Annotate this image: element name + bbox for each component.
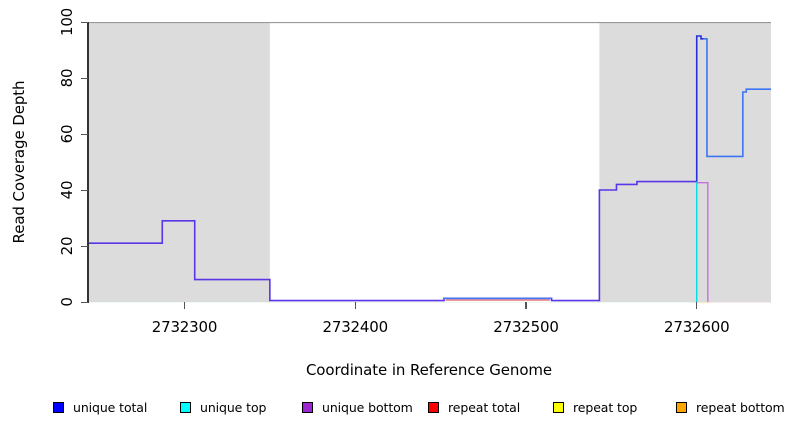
legend-item-unique-top: unique top [180, 398, 266, 416]
masked-region-left [88, 22, 270, 302]
y-axis-line [87, 22, 89, 303]
legend-label: repeat total [448, 399, 521, 415]
repeat-top-swatch-icon [553, 401, 564, 413]
y-tick-mark [81, 189, 88, 191]
y-tick-label: 0 [58, 297, 76, 307]
legend-label: unique total [73, 399, 148, 415]
unique-top-swatch-icon [180, 401, 191, 413]
x-tick-label: 2732500 [493, 318, 559, 336]
y-tick-mark [81, 301, 88, 303]
series-unique-total-spike [695, 35, 704, 182]
unique-total-swatch-icon [53, 401, 64, 413]
masked-region-right [599, 22, 771, 302]
x-tick-mark [525, 302, 527, 309]
legend-item-unique-total: unique total [53, 398, 147, 416]
legend-item-repeat-bottom: repeat bottom [676, 398, 785, 416]
unique-bottom-swatch-icon [302, 401, 313, 413]
series-unique-total-right [703, 37, 771, 158]
x-axis-title: Coordinate in Reference Genome [305, 361, 553, 379]
x-tick-label: 2732400 [322, 318, 389, 336]
y-tick-label: 60 [58, 124, 76, 144]
y-axis-title: Read Coverage Depth [10, 80, 28, 244]
legend-item-repeat-total: repeat total [428, 398, 520, 416]
y-tick-mark [81, 245, 88, 247]
legend-label: unique top [200, 399, 267, 415]
y-tick-label: 20 [58, 236, 76, 256]
legend-item-repeat-top: repeat top [553, 398, 637, 416]
y-tick-mark [81, 77, 88, 79]
y-tick-mark [81, 133, 88, 135]
series-unique-bottom-tail [696, 182, 709, 302]
legend-label: repeat bottom [696, 399, 785, 415]
y-tick-label: 80 [58, 68, 76, 88]
x-tick-mark [354, 302, 356, 309]
x-tick-label: 2732300 [151, 318, 218, 336]
legend-label: unique bottom [322, 399, 413, 415]
y-tick-mark [81, 21, 88, 23]
y-tick-label: 100 [58, 7, 76, 37]
repeat-bottom-swatch-icon [676, 401, 687, 413]
legend-item-unique-bottom: unique bottom [302, 398, 413, 416]
x-tick-label: 2732600 [664, 318, 730, 336]
repeat-total-swatch-icon [428, 401, 439, 413]
legend-label: repeat top [573, 399, 638, 415]
y-tick-label: 40 [58, 180, 76, 200]
x-tick-mark [696, 302, 698, 309]
plot-area [88, 22, 771, 303]
x-tick-mark [183, 302, 186, 309]
